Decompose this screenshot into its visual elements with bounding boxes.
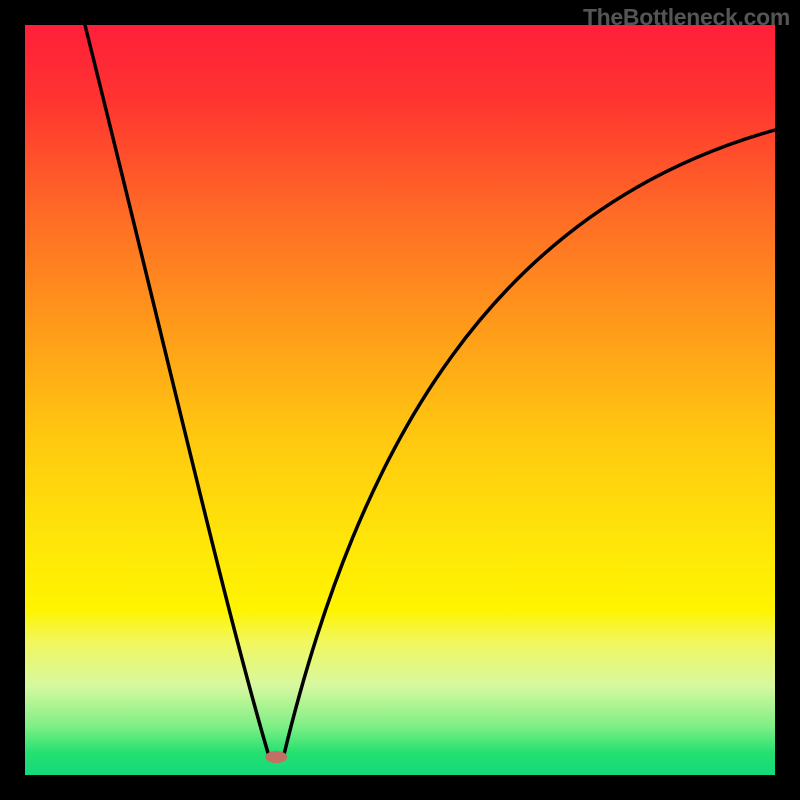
optimal-marker: [265, 751, 287, 763]
plot-background: [25, 25, 775, 775]
chart-container: TheBottleneck.com: [0, 0, 800, 800]
watermark-label: TheBottleneck.com: [583, 4, 790, 31]
bottleneck-chart: [0, 0, 800, 800]
